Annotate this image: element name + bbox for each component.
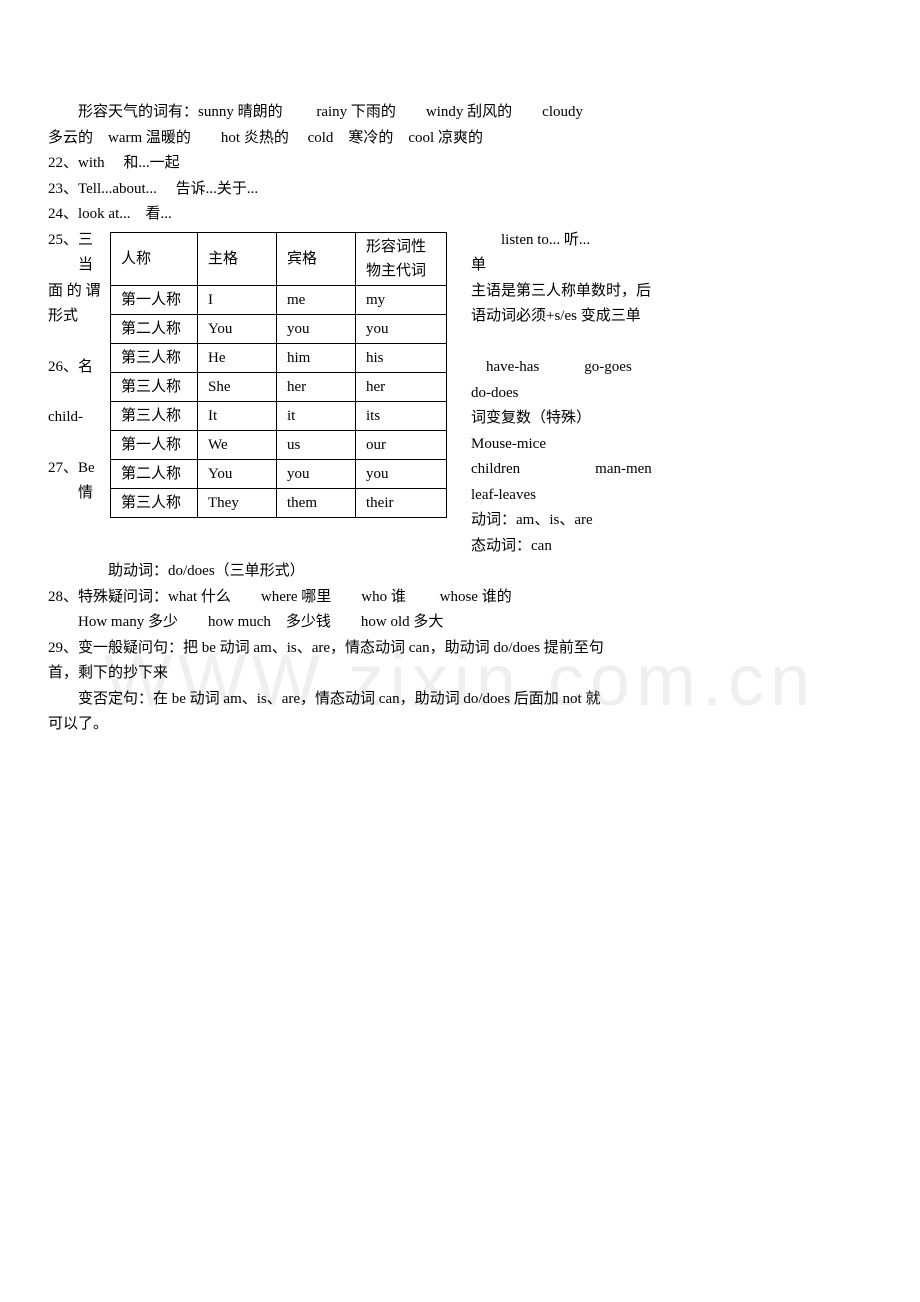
table-cell: 第三人称 xyxy=(111,343,198,372)
table-cell: you xyxy=(356,459,447,488)
document-body: 形容天气的词有：sunny 晴朗的 rainy 下雨的 windy 刮风的 cl… xyxy=(48,100,872,738)
frag-26b: child- xyxy=(48,405,110,431)
right-listen: listen to... 听... xyxy=(471,228,872,254)
frag-27a: 27、Be xyxy=(48,456,110,482)
right-r9: children man-men xyxy=(471,457,872,483)
table-cell: You xyxy=(198,314,277,343)
table-cell: their xyxy=(356,488,447,517)
frag-25d: 形式 xyxy=(48,304,110,330)
right-flow-text: listen to... 听... 单 主语是第三人称单数时，后 语动词必须+s… xyxy=(467,228,872,560)
after-aux: 助动词：do/does（三单形式） xyxy=(48,559,872,585)
right-r11: 动词：am、is、are xyxy=(471,508,872,534)
table-header: 形容词性物主代词 xyxy=(356,232,447,285)
frag-26a: 26、名 xyxy=(48,355,110,381)
table-cell: She xyxy=(198,372,277,401)
point-22: 22、with 和...一起 xyxy=(48,151,872,177)
table-cell: her xyxy=(277,372,356,401)
table-cell: 第三人称 xyxy=(111,372,198,401)
point-24: 24、look at... 看... xyxy=(48,202,872,228)
table-row: 第一人称 I me my xyxy=(111,285,447,314)
frag-25b: 当 xyxy=(48,253,110,279)
right-r3: 语动词必须+s/es 变成三单 xyxy=(471,304,872,330)
table-row: 人称 主格 宾格 形容词性物主代词 xyxy=(111,232,447,285)
table-cell: you xyxy=(277,459,356,488)
table-cell: it xyxy=(277,401,356,430)
right-r2: 主语是第三人称单数时，后 xyxy=(471,279,872,305)
table-row: 第三人称 She her her xyxy=(111,372,447,401)
right-r8: Mouse-mice xyxy=(471,432,872,458)
right-r4 xyxy=(471,330,872,356)
table-header: 宾格 xyxy=(277,232,356,285)
frag-25a: 25、三 xyxy=(48,228,110,254)
table-cell: them xyxy=(277,488,356,517)
table-cell: 第三人称 xyxy=(111,401,198,430)
weather-line-2: 多云的 warm 温暖的 hot 炎热的 cold 寒冷的 cool 凉爽的 xyxy=(48,126,872,152)
table-row: 第三人称 He him his xyxy=(111,343,447,372)
table-header: 主格 xyxy=(198,232,277,285)
point-29c: 变否定句：在 be 动词 am、is、are，情态动词 can，助动词 do/d… xyxy=(48,687,872,713)
right-r5: have-has go-goes xyxy=(471,355,872,381)
frag-25c: 面 的 谓 xyxy=(48,279,110,305)
table-cell: You xyxy=(198,459,277,488)
table-cell: you xyxy=(277,314,356,343)
table-cell: us xyxy=(277,430,356,459)
table-row: 第三人称 They them their xyxy=(111,488,447,517)
table-cell: its xyxy=(356,401,447,430)
table-cell: 第二人称 xyxy=(111,459,198,488)
table-cell: 第一人称 xyxy=(111,430,198,459)
point-29b: 首，剩下的抄下来 xyxy=(48,661,872,687)
point-29d: 可以了。 xyxy=(48,712,872,738)
table-row: 第二人称 You you you xyxy=(111,459,447,488)
point-29: 29、变一般疑问句：把 be 动词 am、is、are，情态动词 can，助动词… xyxy=(48,636,872,662)
table-cell: her xyxy=(356,372,447,401)
table-header: 人称 xyxy=(111,232,198,285)
right-r10: leaf-leaves xyxy=(471,483,872,509)
table-cell: 第二人称 xyxy=(111,314,198,343)
frag-27b: 情 xyxy=(48,481,110,507)
point-23: 23、Tell...about... 告诉...关于... xyxy=(48,177,872,203)
table-cell: He xyxy=(198,343,277,372)
point-28b: How many 多少 how much 多少钱 how old 多大 xyxy=(48,610,872,636)
table-cell: 第三人称 xyxy=(111,488,198,517)
left-fragment-column: 25、三 当 面 的 谓 形式 26、名 child- 27、Be 情 xyxy=(48,228,110,507)
right-r12: 态动词：can xyxy=(471,534,872,560)
right-r7: 词变复数（特殊） xyxy=(471,406,872,432)
right-r1: 单 xyxy=(471,253,872,279)
table-cell: me xyxy=(277,285,356,314)
point-28: 28、特殊疑问词：what 什么 where 哪里 who 谁 whose 谁的 xyxy=(48,585,872,611)
table-cell: my xyxy=(356,285,447,314)
table-cell: I xyxy=(198,285,277,314)
table-cell: We xyxy=(198,430,277,459)
table-row: 第二人称 You you you xyxy=(111,314,447,343)
table-row: 第三人称 It it its xyxy=(111,401,447,430)
pronoun-table: 人称 主格 宾格 形容词性物主代词 第一人称 I me my 第二人称 You xyxy=(110,232,447,518)
table-cell: you xyxy=(356,314,447,343)
table-cell: 第一人称 xyxy=(111,285,198,314)
pronoun-table-wrap: 人称 主格 宾格 形容词性物主代词 第一人称 I me my 第二人称 You xyxy=(110,232,447,518)
table-cell: our xyxy=(356,430,447,459)
table-cell: It xyxy=(198,401,277,430)
table-row: 第一人称 We us our xyxy=(111,430,447,459)
table-cell: his xyxy=(356,343,447,372)
weather-line-1: 形容天气的词有：sunny 晴朗的 rainy 下雨的 windy 刮风的 cl… xyxy=(48,100,872,126)
right-r6: do-does xyxy=(471,381,872,407)
table-cell: They xyxy=(198,488,277,517)
table-cell: him xyxy=(277,343,356,372)
